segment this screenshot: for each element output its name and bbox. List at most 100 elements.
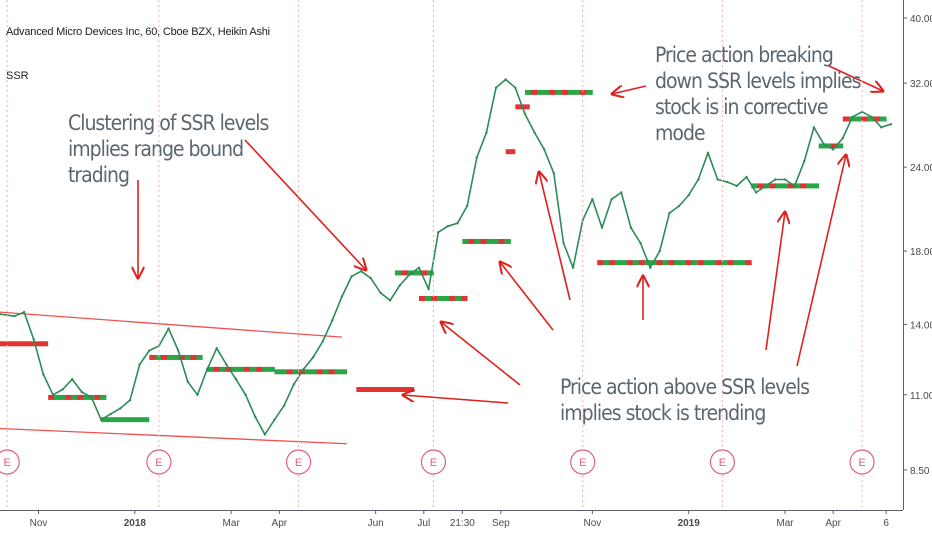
ssr-level-segment — [504, 238, 511, 244]
price-point — [793, 184, 796, 188]
ssr-level-segment — [48, 394, 55, 400]
price-point — [504, 78, 507, 81]
ssr-level — [101, 417, 150, 423]
price-point — [629, 226, 633, 229]
price-point — [639, 241, 642, 245]
price-tick-label: 40.00 — [910, 14, 932, 25]
ssr-level-segment — [196, 354, 203, 360]
ssr-level-segment — [474, 238, 481, 244]
ssr-level-segment — [775, 183, 783, 189]
annotation-arrow — [500, 262, 554, 331]
time-tick-label: Mar — [223, 518, 241, 529]
ssr-level-segment — [414, 270, 421, 276]
ssr-level-segment — [231, 366, 239, 372]
ssr-level-segment — [524, 89, 532, 95]
ssr-level-segment — [468, 238, 475, 244]
ssr-level-segment — [340, 369, 348, 375]
ssr-level-segment — [155, 354, 162, 360]
ssr-level-segment — [788, 183, 795, 189]
ssr-level-segment — [420, 270, 428, 276]
ssr-level-segment — [794, 183, 801, 189]
price-point — [600, 226, 604, 229]
ssr-level-segment — [207, 366, 214, 372]
ssr-level-segment — [727, 260, 734, 266]
ssr-level-segment — [237, 366, 245, 372]
time-tick-label: 21:30 — [450, 518, 475, 529]
ssr-level-segment — [609, 260, 616, 266]
ssr-level-segment — [166, 354, 174, 360]
price-point — [427, 287, 430, 291]
price-point — [851, 115, 854, 119]
earnings-marker-label: E — [155, 457, 162, 469]
price-axis: 8.50 11.00 14.00 18.00 24.00 32.00 40.00 — [903, 0, 932, 510]
price-point — [90, 396, 93, 399]
time-tick-label: Mar — [776, 518, 794, 529]
price-point — [196, 393, 199, 396]
ssr-level-segment — [328, 369, 336, 375]
ssr-level-segment — [692, 260, 699, 266]
earnings-marker — [709, 449, 736, 475]
ssr-level-segment — [697, 260, 705, 266]
price-point — [870, 115, 873, 119]
ssr-level-segment — [190, 354, 197, 360]
ssr-level-segment — [680, 260, 687, 266]
price-point — [543, 148, 546, 151]
ssr-level-segment — [855, 116, 862, 122]
annotation-line: mode — [655, 121, 706, 145]
price-point — [244, 393, 247, 396]
price-point — [254, 415, 257, 418]
price-tick-label: 8.50 — [910, 466, 930, 477]
ssr-level-segment — [580, 89, 587, 95]
channel-line — [0, 311, 342, 338]
ssr-level-segment — [632, 260, 640, 266]
time-tick-label: 2018 — [124, 518, 147, 529]
ssr-level-segment — [597, 260, 604, 266]
ssr-level-segment — [614, 260, 622, 266]
price-point — [398, 284, 401, 287]
ssr-level-segment — [243, 366, 251, 372]
price-point — [880, 126, 883, 129]
ssr-level-segment — [751, 183, 758, 189]
ssr-level-segment — [304, 369, 312, 375]
ssr-level-segment — [674, 260, 681, 266]
price-point — [706, 151, 710, 155]
time-tick-label: Apr — [825, 518, 841, 529]
ssr-level-segment — [662, 260, 669, 266]
ssr-level-segment — [427, 270, 434, 276]
earnings-marker — [146, 449, 172, 475]
ssr-level-segment — [668, 260, 675, 266]
price-point — [417, 266, 421, 269]
ssr-level-segment — [437, 295, 444, 301]
annotation-arrow — [244, 139, 366, 270]
annotation-arrow — [612, 86, 647, 94]
price-point — [437, 230, 440, 234]
price-point — [119, 407, 122, 410]
ssr-level-segment — [873, 116, 881, 122]
annotation-arrow — [441, 322, 521, 386]
annotation-line: implies range bound — [68, 137, 244, 161]
price-point — [697, 178, 700, 181]
price-point — [32, 338, 35, 341]
earnings-marker — [285, 449, 312, 475]
ssr-level-segment — [455, 295, 462, 301]
price-point — [475, 156, 478, 159]
annotation-trending: Price action above SSR levels implies st… — [560, 374, 810, 426]
earnings-marker-label: E — [858, 457, 865, 469]
indicator-label: SSR — [6, 70, 29, 82]
annotation-arrow — [796, 155, 846, 367]
earnings-marker — [0, 449, 20, 475]
price-point — [889, 122, 893, 126]
price-point — [648, 266, 652, 269]
price-point — [311, 356, 315, 359]
ssr-level-segment — [543, 89, 550, 95]
annotation-clustering: Clustering of SSR levels implies range b… — [68, 110, 269, 188]
ssr-level-segment — [59, 394, 66, 400]
time-axis: Nov 2018 Mar Apr Jun Jul 21:30 Sep Nov 2019 Mar Apr… — [0, 510, 903, 529]
price-point — [803, 159, 806, 163]
ssr-level-segment — [100, 394, 107, 400]
ssr-level-segment — [184, 354, 191, 360]
earnings-marker-label: E — [4, 457, 11, 469]
price-point — [494, 86, 498, 89]
